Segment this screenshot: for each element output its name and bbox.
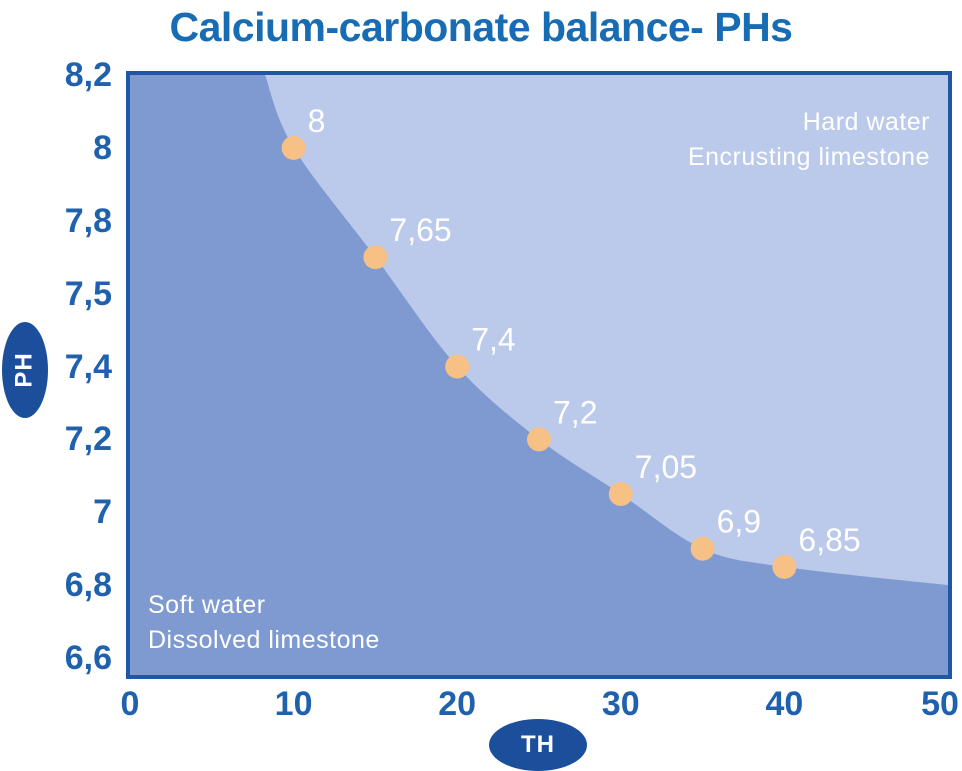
soft-water-line2: Dissolved limestone xyxy=(148,626,380,654)
curve-point xyxy=(527,427,551,452)
x-tick-3: 30 xyxy=(601,685,640,723)
soft-water-line1: Soft water xyxy=(148,591,266,619)
x-axis-title: TH xyxy=(521,731,555,758)
hard-water-region xyxy=(265,75,948,586)
plot-area: 8 7,65 7,4 7,2 7,05 6,9 6,85 Hard water Encrus… xyxy=(126,71,952,679)
y-tick-4: 7,4 xyxy=(64,347,112,386)
curve-point xyxy=(363,245,388,270)
y-tick-2: 7,8 xyxy=(64,201,112,240)
x-axis-title-badge: TH xyxy=(489,719,587,771)
balance-curve-chart: 8 7,65 7,4 7,2 7,05 6,9 6,85 xyxy=(130,75,948,675)
curve-point-label: 7,4 xyxy=(471,322,515,358)
curve-point-label: 7,2 xyxy=(553,394,597,430)
curve-point xyxy=(445,354,470,379)
curve-point-label: 7,65 xyxy=(389,212,451,248)
y-tick-7: 6,8 xyxy=(64,566,112,605)
curve-point xyxy=(281,135,306,160)
y-tick-1: 8 xyxy=(93,128,112,167)
hard-water-line1: Hard water xyxy=(802,108,930,136)
y-tick-8: 6,6 xyxy=(64,639,112,677)
x-tick-4: 40 xyxy=(765,685,804,723)
curve-point-label: 8 xyxy=(308,103,326,139)
y-axis-title-badge: PH xyxy=(2,322,48,418)
curve-point xyxy=(772,554,797,579)
x-tick-5: 50 xyxy=(921,685,959,723)
curve-point xyxy=(608,482,633,506)
curve-point-label: 7,05 xyxy=(635,449,697,485)
x-tick-1: 10 xyxy=(274,685,313,723)
y-tick-3: 7,5 xyxy=(64,274,112,313)
soft-water-region-label: Soft water Dissolved limestone xyxy=(148,588,380,658)
hard-water-region-label: Hard water Encrusting limestone xyxy=(688,105,930,175)
curve-point xyxy=(690,536,715,561)
chart-title: Calcium-carbonate balance- PHs xyxy=(169,4,793,50)
x-tick-2: 20 xyxy=(438,685,477,723)
y-tick-5: 7,2 xyxy=(64,420,112,459)
y-tick-0: 8,2 xyxy=(64,56,112,94)
hard-water-line2: Encrusting limestone xyxy=(687,143,930,171)
curve-point-label: 6,85 xyxy=(798,522,860,558)
y-axis-title: PH xyxy=(11,352,38,388)
y-tick-6: 7 xyxy=(93,493,112,532)
x-tick-0: 0 xyxy=(120,685,140,723)
curve-point-label: 6,9 xyxy=(717,504,761,540)
